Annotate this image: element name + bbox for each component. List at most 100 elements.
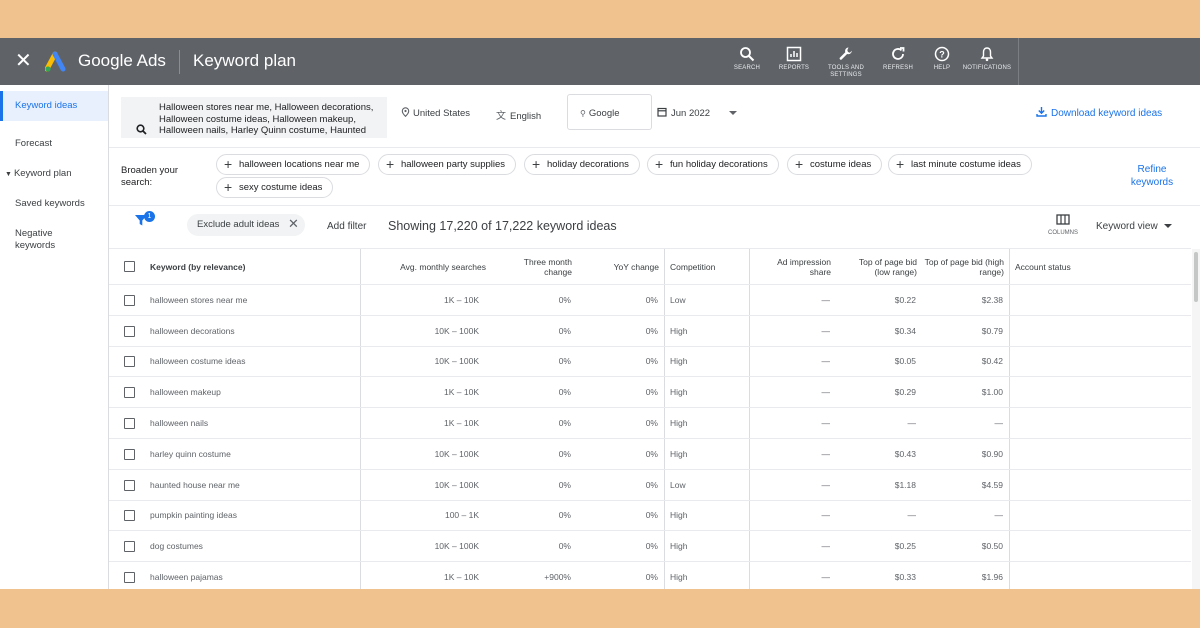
avg-searches-cell: 1K – 10K	[444, 294, 479, 305]
row-checkbox[interactable]	[124, 448, 135, 460]
column-divider	[749, 285, 750, 315]
impression-share-cell: —	[821, 325, 831, 336]
header-yoy[interactable]: YoY change	[613, 261, 659, 272]
row-checkbox[interactable]	[124, 541, 135, 553]
close-icon[interactable]: ✕	[288, 216, 299, 231]
sidebar-item-negative-keywords[interactable]: Negative keywords	[15, 228, 56, 251]
table-row[interactable]: halloween makeup 1K – 10K 0% 0% High — $0.29 $1…	[109, 377, 1191, 409]
header-account-status[interactable]: Account status	[1015, 261, 1071, 272]
competition-cell: High	[670, 510, 688, 521]
scrollbar-track[interactable]	[1192, 249, 1200, 589]
download-label: Download keyword ideas	[1051, 108, 1163, 119]
broaden-chip[interactable]: + sexy costume ideas	[216, 177, 334, 198]
row-checkbox[interactable]	[124, 294, 135, 306]
sidebar-item-saved-keywords[interactable]: Saved keywords	[15, 198, 85, 209]
table-row[interactable]: pumpkin painting ideas 100 – 1K 0% 0% High — —…	[109, 500, 1191, 532]
keyword-cell: halloween makeup	[150, 387, 221, 398]
refine-keywords-button[interactable]: Refine keywords	[1130, 164, 1174, 188]
plus-icon: +	[224, 156, 233, 172]
plus-icon: +	[896, 156, 905, 172]
sidebar-item-forecast[interactable]: Forecast	[15, 138, 52, 149]
date-range-selector[interactable]: Jun 2022	[657, 107, 737, 119]
bid-low-cell: —	[907, 418, 917, 429]
header-keyword[interactable]: Keyword (by relevance)	[150, 261, 246, 272]
yoy-cell: 0%	[645, 387, 658, 398]
column-divider	[1009, 315, 1010, 346]
column-divider	[360, 469, 361, 500]
broaden-chip[interactable]: + last minute costume ideas	[888, 154, 1032, 175]
table-row[interactable]: halloween decorations 10K – 100K 0% 0% High —…	[109, 315, 1191, 347]
table-row[interactable]: harley quinn costume 10K – 100K 0% 0% High — $…	[109, 439, 1191, 470]
broaden-chip[interactable]: + halloween party supplies	[378, 154, 517, 175]
nav-label: REPORTS	[778, 65, 810, 71]
row-checkbox[interactable]	[124, 418, 135, 430]
yoy-cell: 0%	[645, 294, 658, 305]
broaden-chip[interactable]: + fun holiday decorations	[647, 154, 779, 175]
row-checkbox[interactable]	[124, 510, 135, 522]
broaden-chip[interactable]: + costume ideas	[787, 154, 883, 175]
row-checkbox[interactable]	[124, 356, 135, 368]
nav-help[interactable]: ? HELP	[912, 46, 972, 72]
close-icon[interactable]: ✕	[15, 50, 32, 72]
nav-search[interactable]: SEARCH	[717, 46, 777, 72]
bell-icon	[980, 47, 994, 62]
nav-reports[interactable]: REPORTS	[764, 46, 824, 72]
bid-low-cell: $0.05	[894, 356, 916, 367]
bid-low-cell: $1.18	[894, 479, 916, 490]
broaden-chip[interactable]: + holiday decorations	[524, 154, 640, 175]
table-row[interactable]: halloween costume ideas 10K – 100K 0% 0% Hig…	[109, 346, 1191, 378]
column-divider	[664, 346, 665, 377]
row-checkbox[interactable]	[124, 572, 135, 584]
bid-high-cell: $2.38	[981, 294, 1003, 305]
table-row[interactable]: halloween stores near me 1K – 10K 0% 0% Low —…	[109, 285, 1191, 316]
chip-label: halloween locations near me	[239, 159, 360, 170]
keyword-cell: haunted house near me	[150, 479, 240, 490]
filter-chip-label: Exclude adult ideas	[197, 219, 280, 230]
sidebar-item-keyword-plan[interactable]: ▼ Keyword plan	[0, 168, 108, 181]
header-bid-high[interactable]: Top of page bid (high range)	[924, 256, 1004, 277]
table-row[interactable]: haunted house near me 10K – 100K 0% 0% Low — $…	[109, 469, 1191, 501]
network-selector[interactable]: ⚲ Google	[567, 94, 652, 130]
chip-label: last minute costume ideas	[911, 159, 1021, 170]
nav-tools[interactable]: TOOLS AND SETTINGS	[816, 46, 876, 79]
header-bid-low[interactable]: Top of page bid (low range)	[858, 256, 917, 277]
row-checkbox[interactable]	[124, 479, 135, 491]
download-keyword-ideas-link[interactable]: Download keyword ideas	[1036, 106, 1162, 119]
add-filter-button[interactable]: Add filter	[327, 221, 367, 232]
header-competition[interactable]: Competition	[670, 261, 716, 272]
header-three-month[interactable]: Three month change	[523, 256, 572, 277]
keyword-view-selector[interactable]: Keyword view	[1096, 221, 1172, 232]
impression-share-cell: —	[821, 387, 831, 398]
scrollbar-thumb[interactable]	[1194, 252, 1198, 302]
column-divider	[749, 346, 750, 377]
language-selector[interactable]: 文 English	[496, 107, 541, 122]
table-row[interactable]: halloween pajamas 1K – 10K +900% 0% High — $0.…	[109, 562, 1191, 589]
nav-label: TOOLS AND SETTINGS	[827, 65, 865, 78]
bid-low-cell: $0.22	[894, 294, 916, 305]
keyword-search-box[interactable]: Halloween stores near me, Halloween deco…	[121, 97, 387, 138]
row-checkbox[interactable]	[124, 387, 135, 399]
select-all-checkbox[interactable]	[124, 261, 135, 272]
header-avg-searches[interactable]: Avg. monthly searches	[400, 261, 486, 272]
location-label: United States	[413, 108, 471, 119]
nav-refresh[interactable]: REFRESH	[868, 46, 928, 72]
search-query[interactable]: Halloween stores near me, Halloween deco…	[159, 102, 374, 136]
column-divider	[360, 249, 361, 284]
header-impression-share[interactable]: Ad impression share	[777, 256, 831, 277]
avg-searches-cell: 10K – 100K	[434, 448, 479, 459]
impression-share-cell: —	[821, 572, 831, 583]
table-row[interactable]: dog costumes 10K – 100K 0% 0% High — $0.25 $0.5…	[109, 531, 1191, 563]
table-row[interactable]: halloween nails 1K – 10K 0% 0% High — — —	[109, 408, 1191, 439]
row-checkbox[interactable]	[124, 325, 135, 337]
nav-notifications[interactable]: NOTIFICATIONS	[957, 46, 1017, 72]
bid-low-cell: —	[907, 510, 917, 521]
active-filter-chip[interactable]: Exclude adult ideas ✕	[187, 214, 305, 236]
yoy-cell: 0%	[645, 541, 658, 552]
broaden-chip[interactable]: + halloween locations near me	[216, 154, 371, 175]
location-selector[interactable]: United States	[401, 107, 470, 119]
columns-button[interactable]: COLUMNS	[1040, 214, 1086, 236]
sidebar-item-keyword-ideas[interactable]: Keyword ideas	[0, 91, 108, 121]
broaden-label: Broaden your search:	[121, 165, 179, 188]
column-divider	[360, 439, 361, 469]
table-header-row: Keyword (by relevance) Avg. monthly sear…	[109, 248, 1191, 285]
